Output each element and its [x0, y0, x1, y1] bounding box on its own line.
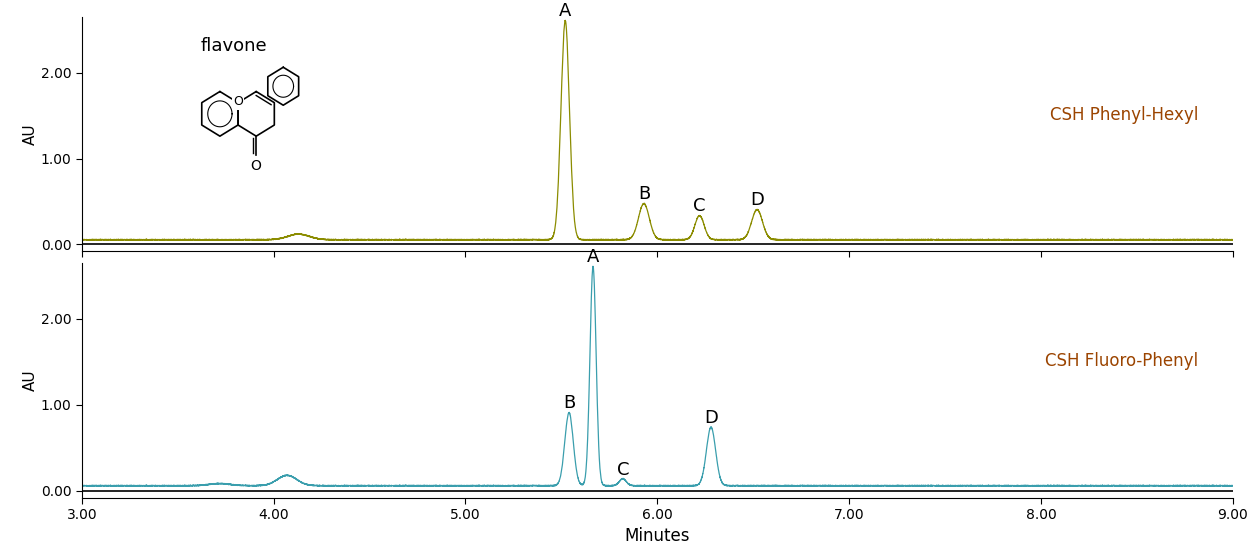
Y-axis label: AU: AU — [23, 369, 38, 391]
Text: B: B — [562, 395, 575, 413]
Text: A: A — [586, 248, 599, 267]
Text: flavone: flavone — [201, 36, 268, 55]
Text: D: D — [750, 191, 764, 209]
Y-axis label: AU: AU — [23, 123, 38, 145]
Text: B: B — [638, 185, 650, 203]
Text: D: D — [704, 409, 718, 427]
Text: O: O — [233, 96, 243, 108]
Text: C: C — [693, 197, 706, 215]
Text: A: A — [559, 2, 571, 20]
X-axis label: Minutes: Minutes — [624, 528, 691, 546]
Text: O: O — [250, 159, 262, 173]
Text: CSH Fluoro-Phenyl: CSH Fluoro-Phenyl — [1045, 352, 1199, 370]
Text: CSH Phenyl-Hexyl: CSH Phenyl-Hexyl — [1050, 106, 1199, 124]
Text: C: C — [616, 461, 629, 479]
